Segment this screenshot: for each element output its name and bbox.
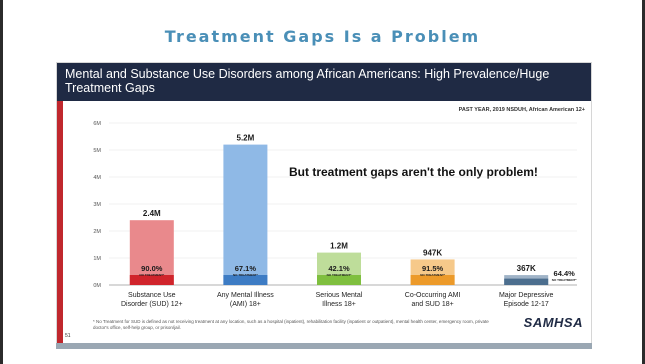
callout-text: But treatment gaps aren't the only probl… xyxy=(289,165,538,179)
bar-total-label: 947K xyxy=(423,248,442,257)
bar-pct-label: 90.0% xyxy=(141,264,163,273)
x-tick-label: Co-Occurring AMI xyxy=(405,292,461,299)
bar-no-treatment xyxy=(223,275,268,285)
x-tick-label: Disorder (SUD) 12+ xyxy=(121,301,183,308)
no-treatment-label: NO TREATMENT* xyxy=(420,273,446,277)
bar-no-treatment xyxy=(317,275,361,285)
bar-total-label: 1.2M xyxy=(330,242,348,251)
bar-pct-label: 91.5% xyxy=(422,264,444,273)
source-note: PAST YEAR, 2019 NSDUH, African American … xyxy=(458,107,585,113)
bar-no-treatment xyxy=(504,278,549,285)
bar-pct-label: 67.1% xyxy=(235,264,257,273)
bar-no-treatment xyxy=(129,275,174,285)
x-tick-label: Substance Use xyxy=(128,292,176,299)
samhsa-logo: SAMHSA xyxy=(523,315,583,330)
slide-title: Mental and Substance Use Disorders among… xyxy=(65,67,550,95)
y-tick-label: 3M xyxy=(93,202,101,208)
red-rule xyxy=(57,101,63,346)
no-treatment-label: NO TREATMENT* xyxy=(327,273,353,277)
y-tick-label: 2M xyxy=(93,229,101,235)
slide-number: 51 xyxy=(65,333,71,339)
no-treatment-label: NO TREATMENT* xyxy=(139,273,165,277)
bar-no-treatment xyxy=(410,275,455,285)
bar-total xyxy=(223,144,268,285)
bar-total-label: 367K xyxy=(517,264,536,273)
bar-pct-label: 42.1% xyxy=(328,264,350,273)
bar-total-label: 5.2M xyxy=(237,134,255,143)
x-tick-label: Any Mental Illness xyxy=(217,292,274,299)
slide-header: Mental and Substance Use Disorders among… xyxy=(57,63,591,101)
x-tick-label: Major Depressive xyxy=(499,292,554,299)
bar-total-label: 2.4M xyxy=(143,209,161,218)
presentation-toolbar[interactable] xyxy=(56,343,592,349)
no-treatment-label: NO TREATMENT* xyxy=(233,273,259,277)
x-tick-label: (AMI) 18+ xyxy=(230,301,261,308)
bar-total xyxy=(129,220,174,285)
x-tick-label: and SUD 18+ xyxy=(411,301,453,308)
page-title: Treatment Gaps Is a Problem xyxy=(164,27,481,46)
y-tick-label: 0M xyxy=(93,283,101,289)
footnote: * No Treatment for SUD is defined as not… xyxy=(93,319,489,330)
slide: Mental and Substance Use Disorders among… xyxy=(56,62,592,347)
y-tick-label: 4M xyxy=(93,175,101,181)
y-tick-label: 5M xyxy=(93,148,101,154)
x-tick-label: Episode 12-17 xyxy=(504,301,549,308)
x-tick-label: Serious Mental xyxy=(316,292,363,299)
no-treatment-label: NO TREATMENT* xyxy=(552,278,578,282)
x-tick-label: Illness 18+ xyxy=(322,301,356,308)
bar-pct-label: 64.4% xyxy=(554,269,576,278)
frame-edge-left xyxy=(0,0,3,364)
y-tick-label: 6M xyxy=(93,121,101,127)
frame-edge-right xyxy=(642,0,645,364)
y-tick-label: 1M xyxy=(93,256,101,262)
